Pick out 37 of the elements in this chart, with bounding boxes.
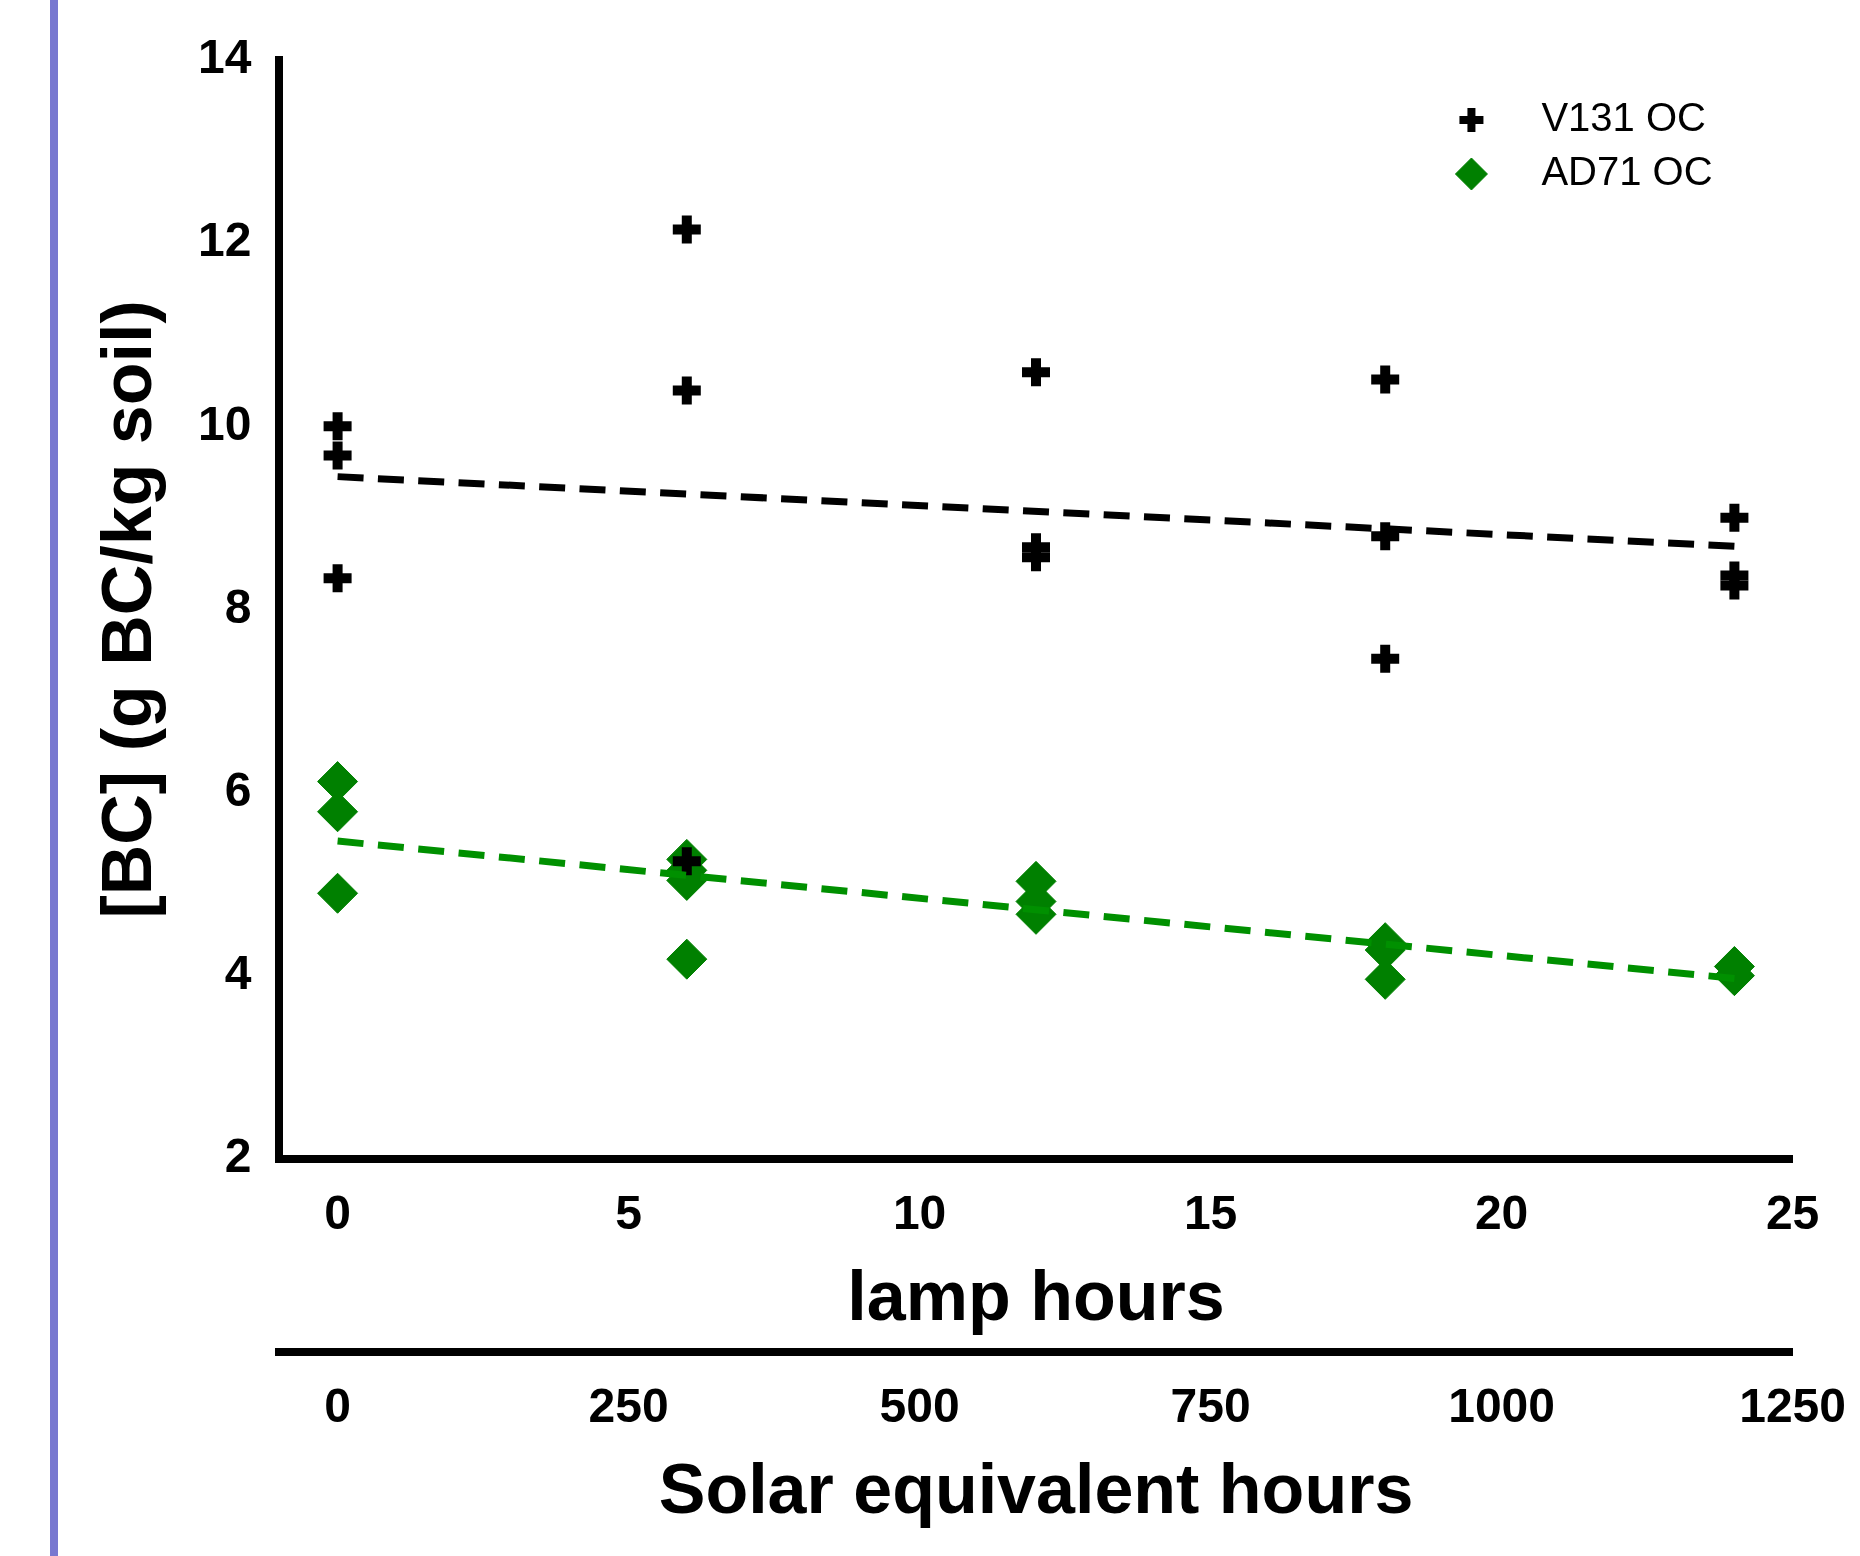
x-tick-label: 20 xyxy=(1474,1185,1529,1239)
x-tick-label: 10 xyxy=(892,1185,947,1239)
x2-tick-label: 1000 xyxy=(1448,1379,1555,1433)
y-tick-label: 6 xyxy=(224,762,252,816)
y-tick-label: 8 xyxy=(224,579,252,633)
point xyxy=(666,938,708,980)
point xyxy=(323,441,352,470)
x-tick-label: 0 xyxy=(324,1185,351,1239)
legend-label: V131 OC xyxy=(1541,95,1706,140)
y-tick-label: 4 xyxy=(224,945,252,999)
x2-tick-label: 250 xyxy=(588,1379,669,1433)
legend-label: AD71 OC xyxy=(1541,149,1713,194)
point xyxy=(1720,503,1749,532)
x-axis-title: lamp hours xyxy=(847,1256,1225,1335)
y-tick-label: 2 xyxy=(224,1129,252,1183)
x2-axis-title: Solar equivalent hours xyxy=(658,1450,1414,1529)
y-tick-label: 10 xyxy=(198,396,252,450)
point xyxy=(1022,358,1050,387)
x2-tick-label: 750 xyxy=(1170,1379,1251,1433)
point xyxy=(1371,644,1400,673)
y-tick-label: 14 xyxy=(198,30,252,84)
point xyxy=(672,215,701,244)
x2-tick-label: 1250 xyxy=(1739,1379,1846,1433)
point xyxy=(323,412,352,441)
y-axis-title: [BC] (g BC/kg soil) xyxy=(88,300,167,919)
point xyxy=(672,847,701,876)
point xyxy=(317,872,359,914)
x2-tick-label: 500 xyxy=(879,1379,960,1433)
x-tick-label: 25 xyxy=(1765,1185,1820,1239)
point xyxy=(1371,365,1400,394)
y-tick-label: 12 xyxy=(198,213,252,267)
x-tick-label: 15 xyxy=(1183,1185,1238,1239)
point xyxy=(672,376,701,405)
x-tick-label: 5 xyxy=(615,1185,642,1239)
point xyxy=(323,564,352,593)
x2-tick-label: 0 xyxy=(324,1379,351,1433)
point xyxy=(1371,522,1400,551)
